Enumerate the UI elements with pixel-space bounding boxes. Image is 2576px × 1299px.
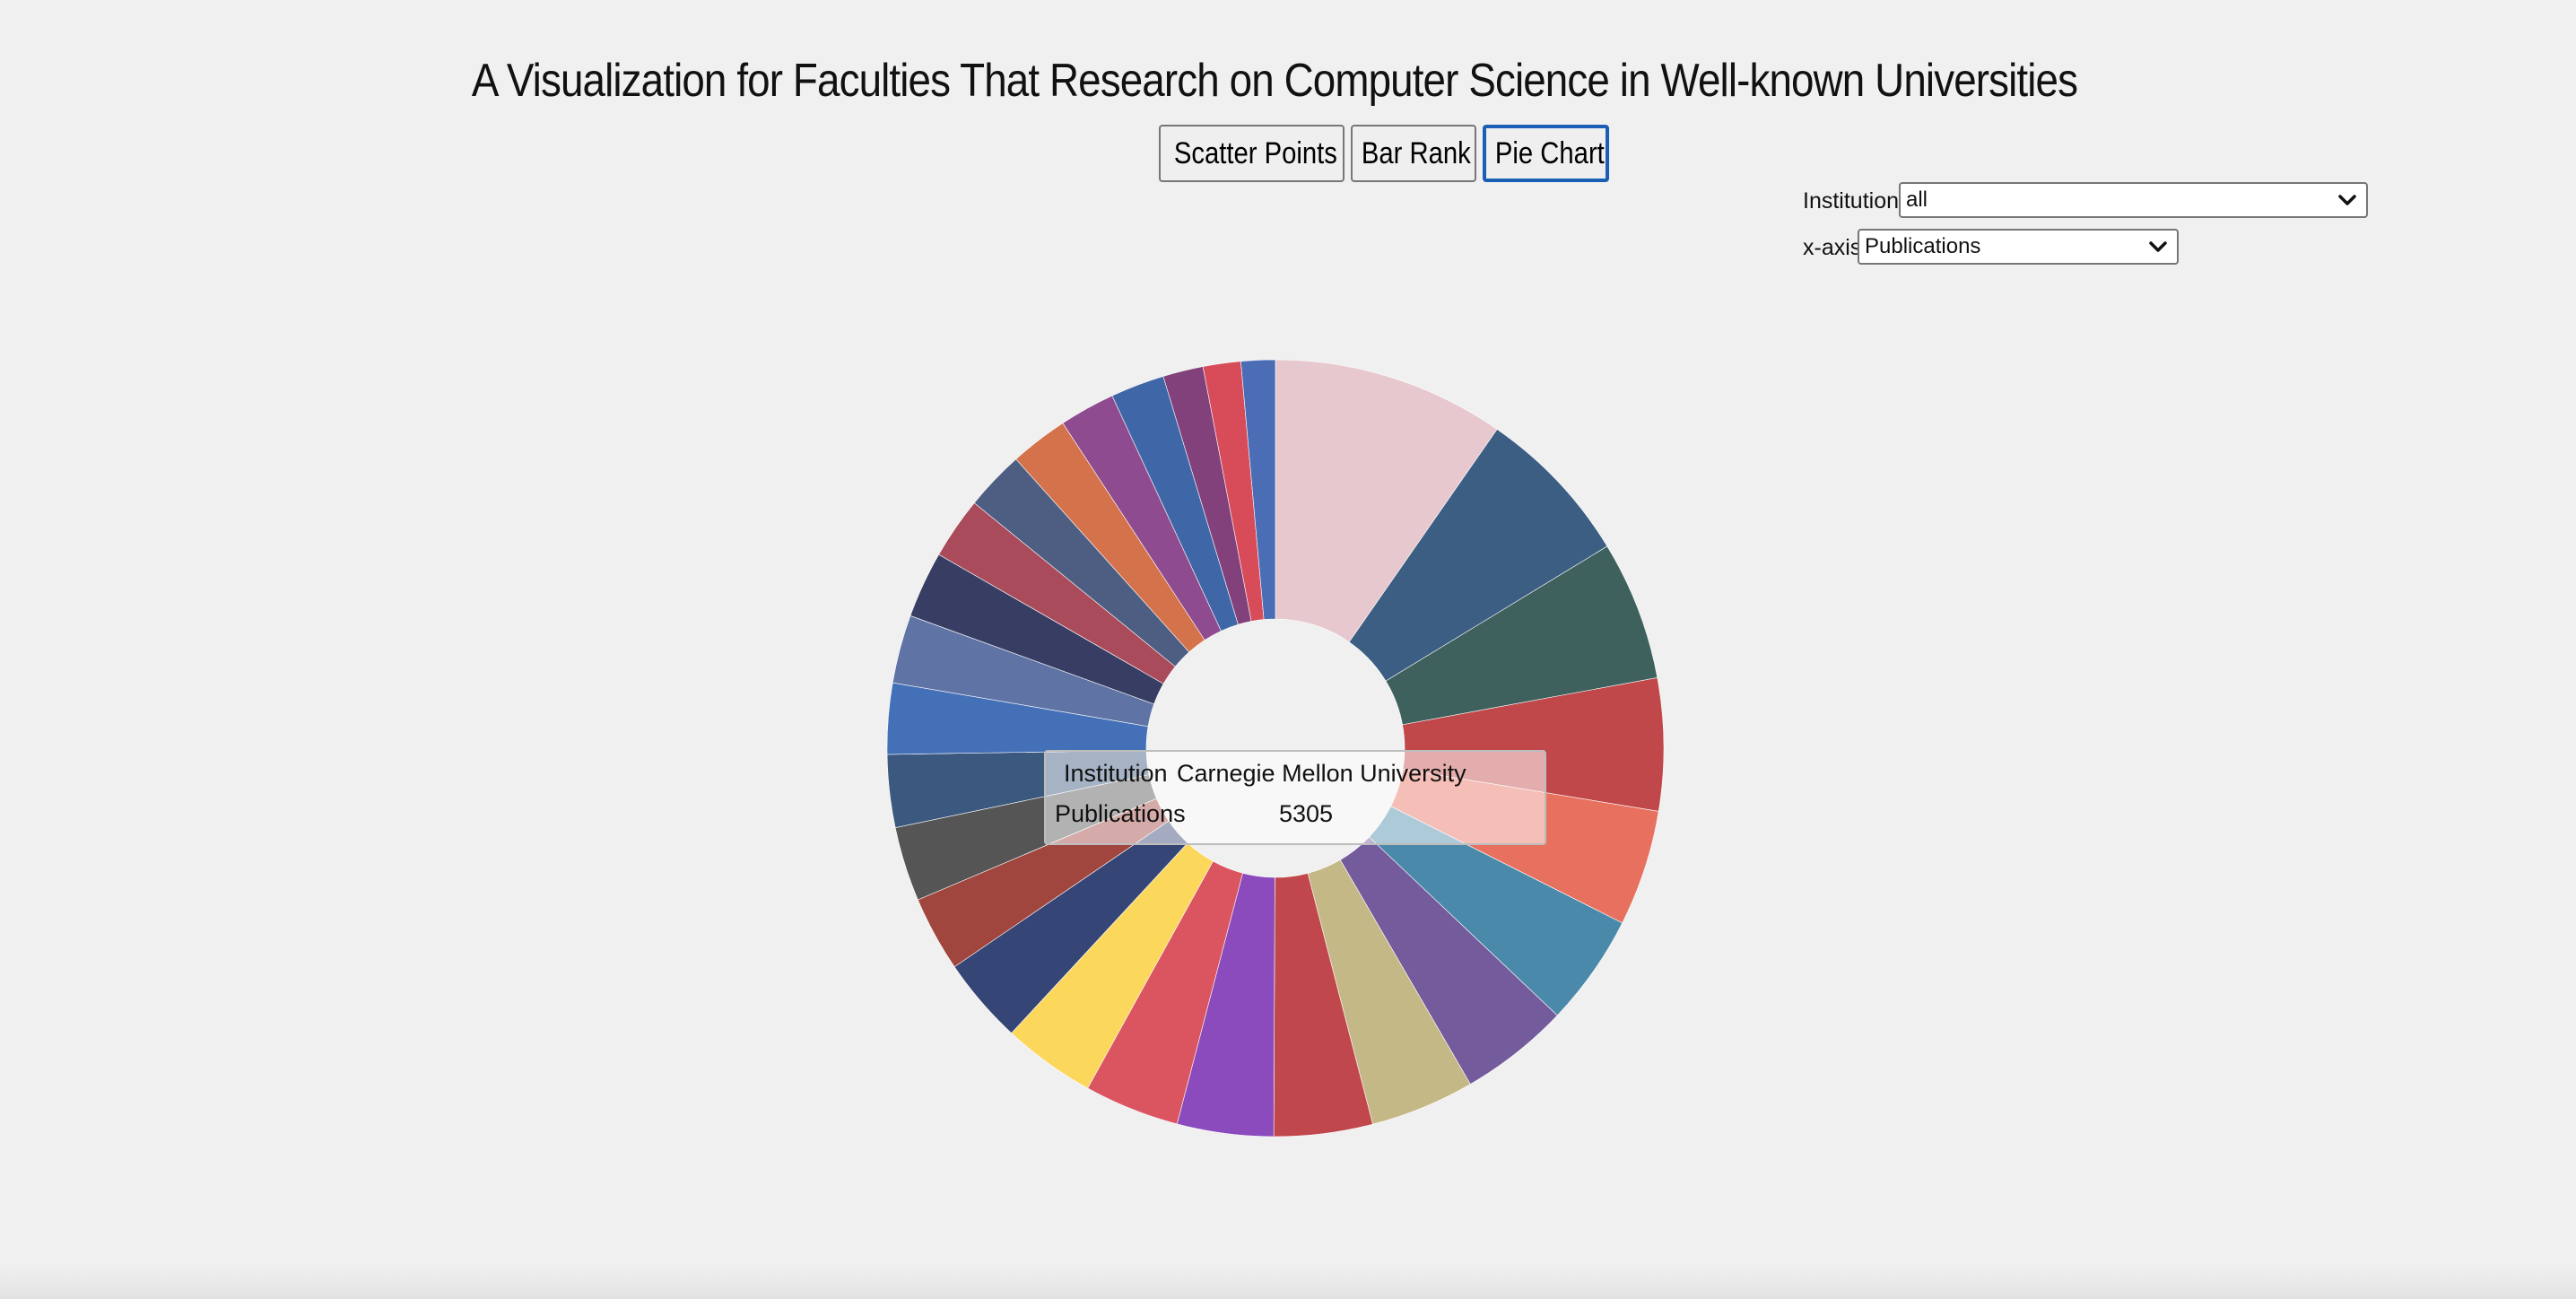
tab-scatter-points-label: Scatter Points: [1173, 135, 1337, 170]
tooltip-institution-value: Carnegie Mellon University: [1177, 760, 1466, 787]
chevron-down-icon: [2149, 241, 2167, 252]
xaxis-select-value: Publications: [1865, 234, 1981, 258]
pie-slices: [886, 359, 1665, 1138]
page-title: A Visualization for Faculties That Resea…: [471, 55, 2078, 107]
tab-bar-rank-label: Bar Rank: [1361, 135, 1471, 170]
chevron-down-icon: [2338, 195, 2356, 205]
xaxis-label: x-axis:: [1803, 235, 1868, 260]
institution-select-value: all: [1906, 187, 1928, 212]
tooltip-institution-key: Institution: [1064, 760, 1168, 787]
pie-slice-1[interactable]: [1275, 359, 1498, 643]
xaxis-select[interactable]: Publications: [1858, 229, 2179, 265]
institution-select[interactable]: all: [1899, 182, 2368, 218]
pie-slice-27[interactable]: [1240, 359, 1276, 620]
tab-pie-chart-label: Pie Chart: [1494, 135, 1605, 170]
bottom-shade: [0, 1265, 2576, 1299]
institution-label: Institution:: [1803, 188, 1905, 214]
tooltip-metric-key: Publications: [1055, 800, 1186, 827]
tab-scatter-points[interactable]: Scatter Points: [1159, 125, 1345, 182]
chart-tooltip: Institution Carnegie Mellon University P…: [1044, 750, 1546, 845]
tooltip-metric-value: 5305: [1279, 800, 1334, 827]
tab-pie-chart[interactable]: Pie Chart: [1483, 125, 1609, 182]
tab-bar-rank[interactable]: Bar Rank: [1351, 125, 1476, 182]
